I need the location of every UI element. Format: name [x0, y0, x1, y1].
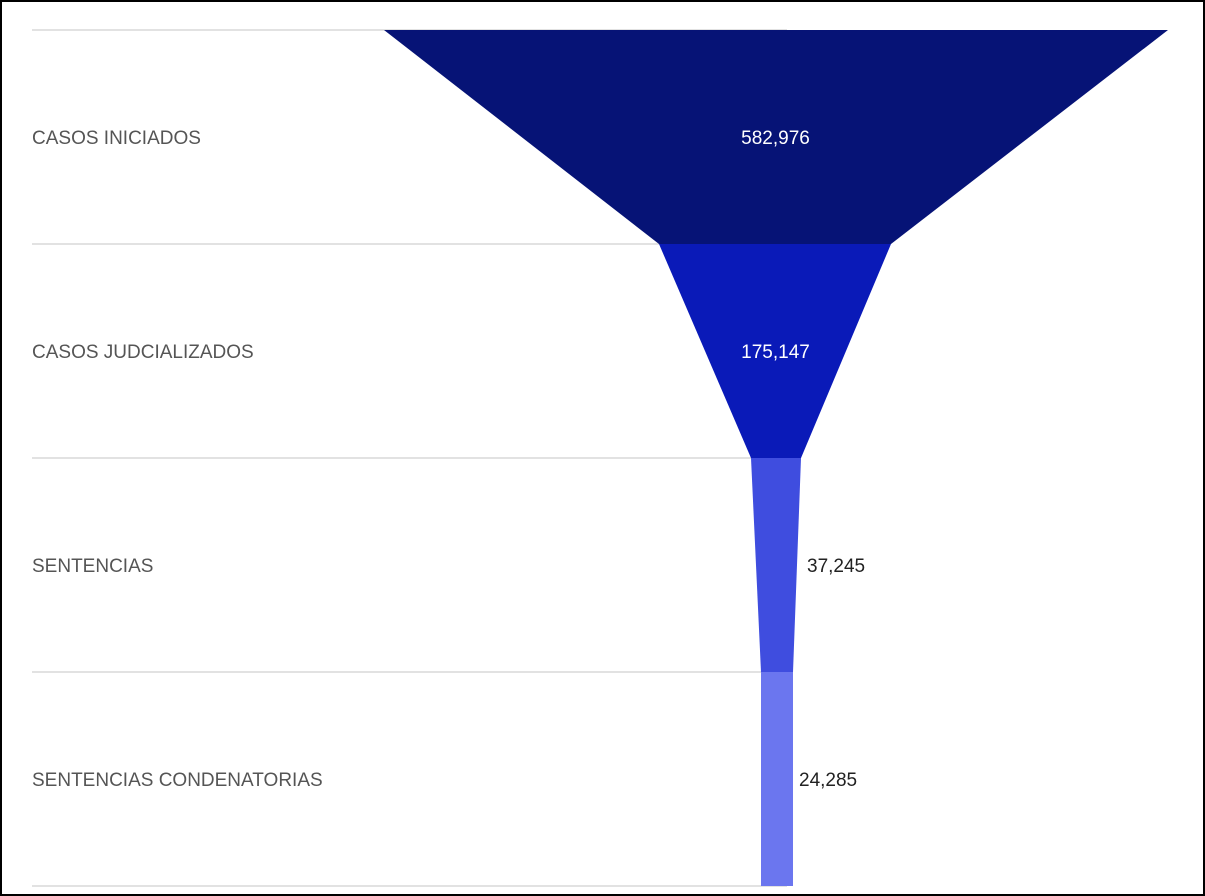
stage-label: SENTENCIAS CONDENATORIAS — [32, 770, 323, 791]
funnel-segment — [751, 458, 801, 672]
funnel-segment — [384, 30, 1168, 244]
stage-label: CASOS JUDCIALIZADOS — [32, 342, 254, 363]
stage-label: CASOS INICIADOS — [32, 128, 201, 149]
stage-labels: CASOS INICIADOS CASOS JUDCIALIZADOS SENTEN… — [32, 128, 323, 791]
stage-value: 24,285 — [799, 770, 857, 791]
funnel-segment — [761, 672, 793, 886]
stage-value: 37,245 — [807, 556, 865, 577]
stage-value: 582,976 — [741, 128, 810, 149]
stage-value: 175,147 — [741, 342, 810, 363]
stage-label: SENTENCIAS — [32, 556, 153, 577]
funnel-segments — [384, 30, 1168, 886]
stage-values: 582,976 175,147 37,245 24,285 — [741, 128, 865, 791]
funnel-segment — [659, 244, 891, 458]
